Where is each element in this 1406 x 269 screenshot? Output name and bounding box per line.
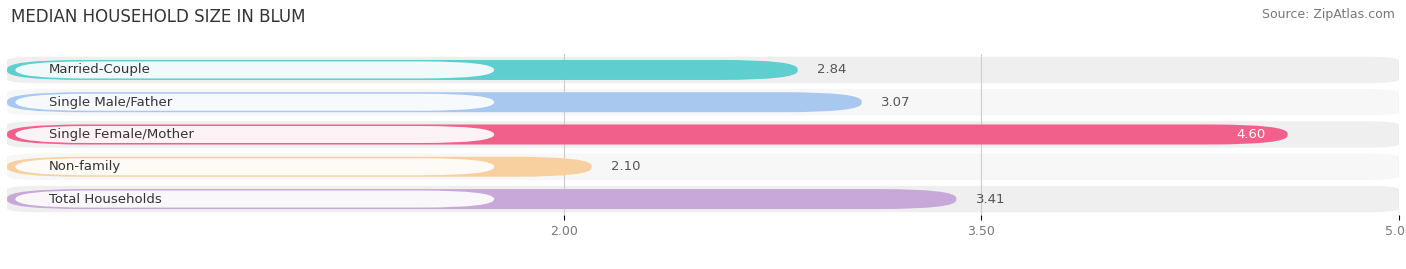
FancyBboxPatch shape xyxy=(15,94,495,111)
FancyBboxPatch shape xyxy=(7,121,1399,148)
FancyBboxPatch shape xyxy=(7,92,862,112)
FancyBboxPatch shape xyxy=(7,125,1288,144)
FancyBboxPatch shape xyxy=(7,89,1399,115)
Text: Single Male/Father: Single Male/Father xyxy=(49,96,172,109)
FancyBboxPatch shape xyxy=(7,157,592,177)
Text: Single Female/Mother: Single Female/Mother xyxy=(49,128,194,141)
Text: 3.41: 3.41 xyxy=(976,193,1005,206)
Text: 4.60: 4.60 xyxy=(1236,128,1265,141)
FancyBboxPatch shape xyxy=(15,126,495,143)
Text: Non-family: Non-family xyxy=(49,160,121,173)
FancyBboxPatch shape xyxy=(15,190,495,208)
FancyBboxPatch shape xyxy=(7,57,1399,83)
FancyBboxPatch shape xyxy=(15,158,495,175)
Text: 3.07: 3.07 xyxy=(882,96,911,109)
Text: 2.10: 2.10 xyxy=(612,160,641,173)
FancyBboxPatch shape xyxy=(7,154,1399,180)
Text: Total Households: Total Households xyxy=(49,193,162,206)
FancyBboxPatch shape xyxy=(7,186,1399,212)
FancyBboxPatch shape xyxy=(7,60,797,80)
Text: 2.84: 2.84 xyxy=(817,63,846,76)
Text: MEDIAN HOUSEHOLD SIZE IN BLUM: MEDIAN HOUSEHOLD SIZE IN BLUM xyxy=(11,8,305,26)
Text: Married-Couple: Married-Couple xyxy=(49,63,150,76)
FancyBboxPatch shape xyxy=(15,61,495,79)
Text: Source: ZipAtlas.com: Source: ZipAtlas.com xyxy=(1261,8,1395,21)
FancyBboxPatch shape xyxy=(7,189,956,209)
